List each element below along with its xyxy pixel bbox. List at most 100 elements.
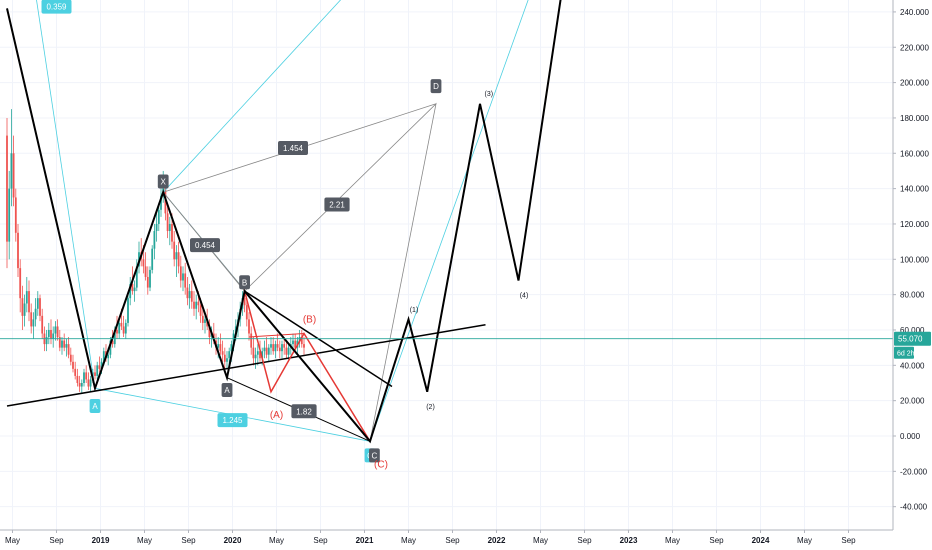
- candle-body: [254, 354, 257, 359]
- price-tick-label: 140.000: [900, 185, 929, 194]
- candle-body: [287, 347, 290, 355]
- series-cyan-1: [36, 0, 96, 389]
- candle-body: [39, 298, 41, 316]
- candle-body: [69, 354, 72, 362]
- candle-body: [166, 213, 169, 232]
- candle-body: [171, 223, 173, 242]
- candle-body: [118, 322, 121, 334]
- candle-body: [160, 195, 162, 210]
- candle-body: [100, 361, 103, 369]
- time-axis[interactable]: May Sep 2019 May Sep 2020 May Sep 2021 May Sep 2022…: [0, 529, 932, 550]
- candle-body: [32, 319, 35, 327]
- candle-body: [151, 248, 154, 270]
- candle-body: [89, 379, 92, 387]
- candle-body: [263, 347, 266, 352]
- series-cyan-3: [162, 0, 342, 193]
- label-box: [89, 398, 101, 413]
- price-tick-label: -20.000: [900, 467, 928, 476]
- time-tick-label: 2024: [752, 536, 770, 545]
- candle-body: [168, 223, 171, 232]
- candle-body: [6, 135, 8, 242]
- candle-body: [45, 337, 48, 345]
- series-trend-up: [6, 323, 486, 407]
- price-tick-label: 60.000: [900, 326, 925, 335]
- label-text: C: [372, 451, 378, 460]
- candle-body: [259, 351, 261, 359]
- candle-body: [67, 344, 70, 355]
- candle-body: [197, 301, 200, 306]
- label-text: X: [161, 178, 167, 187]
- candle-body: [144, 266, 147, 277]
- candle-body: [47, 329, 50, 338]
- candle-body: [223, 354, 226, 362]
- candle-body: [188, 291, 191, 299]
- time-tick-label: May: [665, 536, 680, 545]
- candle-body: [23, 303, 26, 316]
- label-text: 1.454: [283, 144, 304, 153]
- candle-body: [228, 351, 231, 359]
- label-text: 0.454: [195, 241, 216, 250]
- candle-body: [182, 273, 184, 281]
- time-tick-label: Sep: [181, 536, 196, 545]
- candle-body: [265, 347, 268, 355]
- candle-body: [87, 379, 90, 387]
- price-tick-label: 120.000: [900, 220, 929, 229]
- label-text: D: [433, 82, 439, 91]
- candle-body: [281, 344, 283, 352]
- candle-body: [54, 326, 57, 334]
- candle-body: [272, 344, 275, 352]
- label-text: B: [242, 278, 247, 287]
- candle-body: [303, 344, 305, 348]
- time-tick-label: 2020: [224, 536, 242, 545]
- candle-body: [155, 223, 158, 232]
- price-tick-label: 40.000: [900, 361, 925, 370]
- candle-body: [96, 365, 99, 376]
- time-tick-label: Sep: [313, 536, 328, 545]
- label-box: [324, 197, 350, 212]
- candle-body: [63, 340, 66, 348]
- candle-body: [72, 361, 74, 369]
- candle-body: [56, 326, 59, 338]
- pattern-labels: 0.3592.7321.245ACXABCD1.4542.210.4541.82…: [41, 0, 529, 470]
- candle-body: [14, 197, 17, 233]
- candle-body: [133, 287, 136, 292]
- candle-body: [50, 329, 52, 339]
- wave-label: (C): [374, 459, 388, 470]
- candle-body: [179, 266, 182, 281]
- wave-label: (2): [426, 404, 435, 411]
- candle-body: [65, 344, 68, 348]
- candle-body: [61, 340, 63, 348]
- candle-body: [270, 344, 272, 348]
- candle-body: [250, 333, 253, 348]
- wave-label: (4): [520, 293, 529, 300]
- candle-body: [292, 340, 294, 345]
- candle-body: [21, 298, 24, 316]
- price-tick-label: -40.000: [900, 503, 928, 512]
- candle-body: [80, 382, 83, 387]
- wave-label: (B): [303, 314, 316, 325]
- candle-body: [283, 344, 286, 348]
- label-box: [291, 404, 317, 419]
- series-red-wave: [243, 290, 371, 442]
- candle-body: [195, 301, 198, 309]
- candle-body: [74, 368, 77, 376]
- candle-body: [199, 305, 202, 316]
- price-tick-label: 0.000: [900, 432, 921, 441]
- time-tick-label: Sep: [49, 536, 64, 545]
- price-tick-label: 160.000: [900, 149, 929, 158]
- candle-body: [142, 259, 145, 267]
- wave-label: (3): [485, 91, 494, 98]
- time-tick-label: May: [5, 536, 20, 545]
- price-tick-label: 80.000: [900, 291, 925, 300]
- price-axis[interactable]: 260.000240.000220.000200.000180.000160.0…: [892, 0, 932, 550]
- time-tick-label: Sep: [577, 536, 592, 545]
- candle-body: [256, 351, 259, 355]
- candle-body: [135, 266, 138, 288]
- candle-body: [245, 305, 248, 320]
- label-box: [221, 383, 233, 398]
- candle-body: [300, 337, 303, 345]
- countdown-box: [894, 346, 914, 359]
